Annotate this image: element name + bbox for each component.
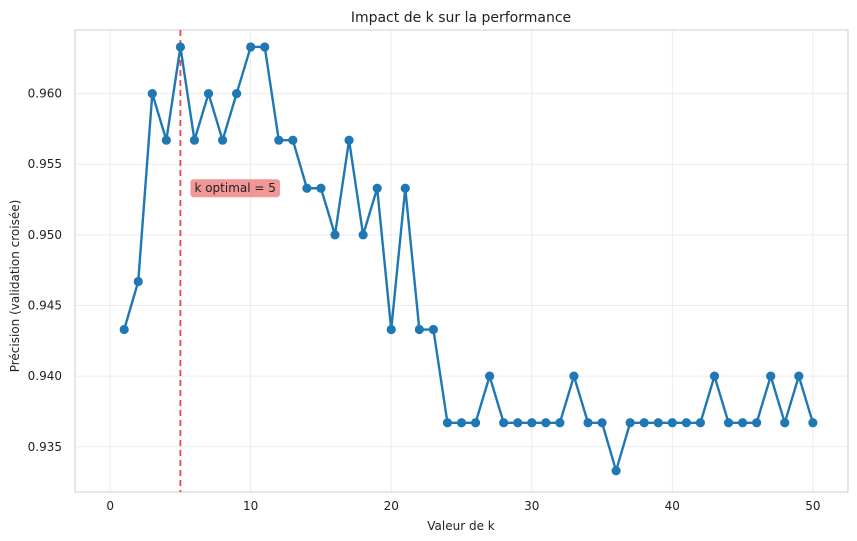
x-axis-label: Valeur de k	[427, 519, 495, 533]
data-point	[274, 135, 284, 145]
data-point	[330, 230, 340, 240]
data-point	[133, 276, 143, 287]
data-point	[470, 418, 481, 428]
x-tick-label: 20	[384, 499, 399, 513]
data-point	[428, 324, 438, 335]
data-point	[541, 418, 551, 428]
x-tick-label: 30	[524, 499, 539, 513]
x-tick-label: 40	[665, 499, 680, 513]
data-point	[752, 418, 762, 428]
data-point	[527, 418, 537, 428]
y-axis: 0.935 0.940 0.945 0.950 0.955 0.960	[28, 87, 62, 454]
annotation-box	[190, 179, 280, 198]
data-point	[513, 418, 523, 428]
data-point	[709, 371, 720, 381]
data-point	[288, 135, 298, 145]
data-point	[499, 418, 509, 428]
y-axis-label: Précision (validation croisée)	[8, 200, 22, 373]
data-point	[217, 135, 228, 145]
data-point	[302, 183, 312, 193]
data-point	[780, 418, 790, 428]
y-tick-label: 0.950	[28, 228, 62, 242]
data-point	[400, 183, 410, 193]
data-point	[203, 88, 214, 99]
data-point	[611, 466, 621, 476]
data-point	[794, 371, 804, 381]
data-point	[485, 371, 495, 381]
data-point	[246, 42, 256, 52]
data-point	[161, 135, 171, 145]
data-point	[737, 418, 748, 428]
annotation: k optimal = 5	[190, 179, 280, 198]
data-point	[147, 88, 157, 99]
data-point	[766, 371, 776, 381]
data-point	[555, 418, 565, 428]
data-point	[456, 418, 467, 428]
data-point	[358, 230, 368, 240]
annotation-label: k optimal = 5	[194, 181, 275, 195]
chart-title: Impact de k sur la performance	[351, 10, 571, 26]
data-point	[344, 135, 354, 145]
grid	[75, 30, 848, 492]
data-point	[723, 418, 734, 428]
data-point	[625, 418, 635, 428]
data-point	[569, 371, 579, 381]
x-tick-label: 50	[805, 499, 820, 513]
data-point	[583, 418, 593, 428]
plot-frame	[74, 29, 849, 493]
data-point	[681, 418, 691, 428]
y-tick-label: 0.935	[28, 440, 62, 454]
x-axis: 0 10 20 30 40 50	[106, 499, 820, 513]
y-tick-label: 0.955	[28, 157, 62, 171]
data-point	[808, 418, 818, 428]
y-tick-label: 0.940	[28, 369, 62, 383]
series-accuracy	[119, 42, 818, 476]
data-point	[386, 324, 396, 335]
data-point	[414, 324, 424, 335]
data-point	[639, 418, 649, 428]
x-tick-label: 0	[106, 499, 114, 513]
data-point	[260, 42, 270, 52]
data-point	[442, 418, 453, 428]
data-point	[232, 88, 242, 99]
data-point	[597, 418, 607, 428]
data-point	[189, 135, 200, 145]
data-point	[667, 418, 677, 428]
data-point	[653, 418, 663, 428]
data-point	[175, 42, 186, 52]
x-tick-label: 10	[243, 499, 258, 513]
y-tick-label: 0.945	[28, 299, 62, 313]
data-point	[695, 418, 706, 428]
data-point	[316, 183, 326, 193]
y-tick-label: 0.960	[28, 87, 62, 101]
series-line	[123, 45, 815, 473]
data-point	[372, 183, 382, 193]
data-point	[119, 324, 129, 335]
